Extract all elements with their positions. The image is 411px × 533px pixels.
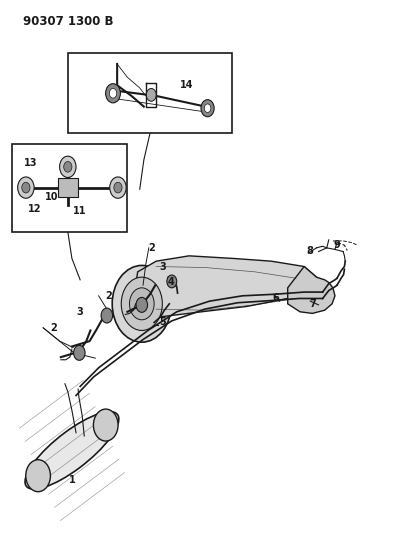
Text: 9: 9 [334,240,340,250]
Circle shape [64,161,72,172]
Circle shape [136,297,148,312]
Text: 6: 6 [272,294,279,303]
Text: 8: 8 [307,246,314,255]
Text: 1: 1 [69,475,75,484]
Circle shape [112,265,171,342]
Circle shape [93,409,118,441]
Circle shape [167,275,177,288]
Circle shape [201,100,214,117]
Ellipse shape [25,411,119,489]
Circle shape [110,177,126,198]
Text: 14: 14 [180,80,194,90]
Polygon shape [132,256,316,325]
Text: 13: 13 [24,158,37,167]
Text: 2: 2 [50,323,57,333]
Circle shape [60,156,76,177]
Polygon shape [288,266,335,313]
Circle shape [129,288,154,320]
Text: 2: 2 [149,243,155,253]
Text: 5: 5 [159,318,166,327]
Circle shape [18,177,34,198]
Text: 12: 12 [28,204,42,214]
Circle shape [22,182,30,193]
Circle shape [146,88,156,101]
Text: 90307 1300 B: 90307 1300 B [23,15,113,28]
Circle shape [109,88,117,98]
Bar [68,53,232,133]
Text: 2: 2 [106,291,112,301]
Bar [58,178,78,197]
Circle shape [204,104,211,112]
Text: 4: 4 [167,278,174,287]
Circle shape [121,277,162,330]
Text: 3: 3 [159,262,166,271]
Text: 11: 11 [74,206,87,215]
Circle shape [106,84,120,103]
Circle shape [101,308,113,323]
Text: 7: 7 [309,299,316,309]
Circle shape [74,345,85,360]
Text: 10: 10 [45,192,58,202]
Text: 3: 3 [77,307,83,317]
Circle shape [26,459,51,491]
Bar [12,144,127,232]
Circle shape [114,182,122,193]
